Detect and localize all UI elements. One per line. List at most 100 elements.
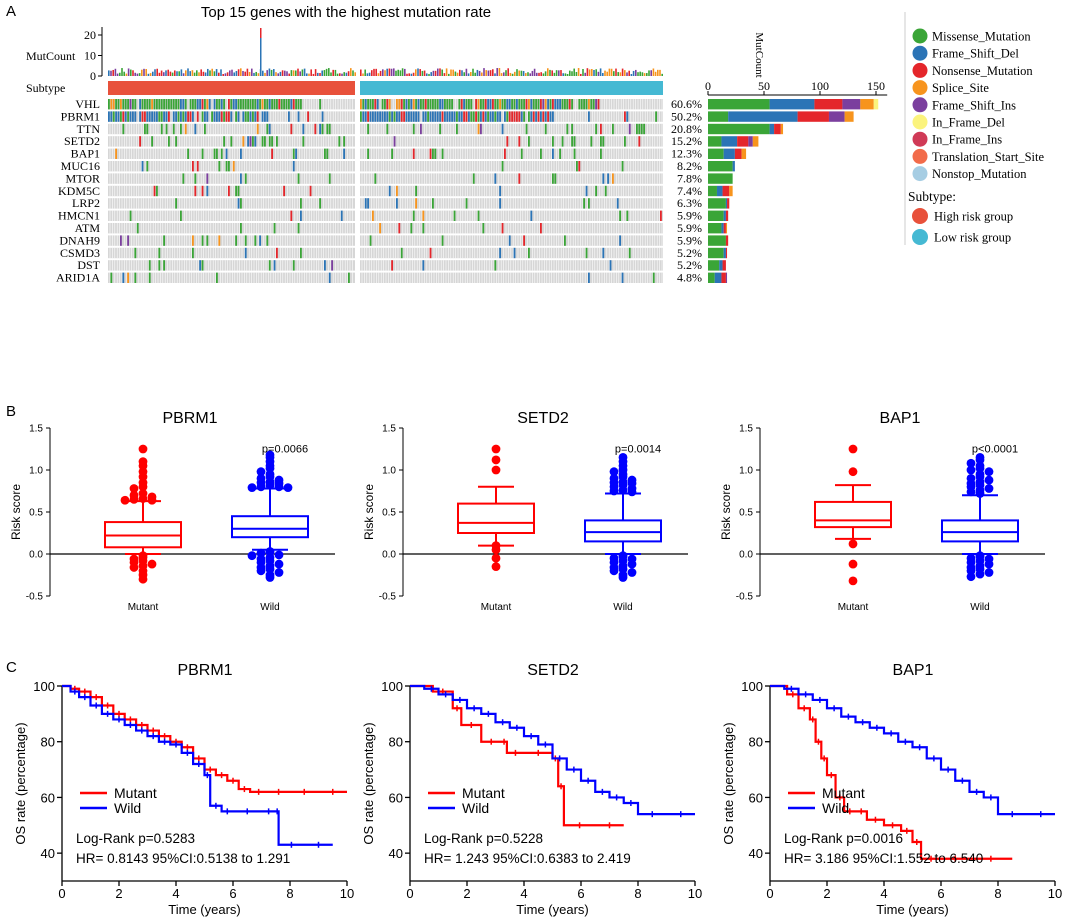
sample-mutcount-bar	[472, 68, 474, 76]
cell-separator	[443, 223, 444, 234]
mutation-cell	[460, 99, 463, 110]
cell-separator	[229, 148, 231, 159]
cell-separator	[541, 123, 543, 135]
cell-separator	[256, 161, 257, 172]
cell-separator	[234, 185, 236, 197]
cell-separator	[649, 272, 651, 283]
mutation-cell	[177, 99, 180, 110]
sample-mutcount-bar	[529, 73, 531, 76]
cell-separator	[332, 210, 334, 221]
cell-separator	[613, 148, 615, 159]
cell-separator	[308, 210, 310, 221]
sample-mutcount-bar	[652, 68, 655, 76]
cell-separator	[656, 260, 658, 271]
cell-separator	[520, 123, 521, 135]
cell-separator	[412, 260, 413, 271]
sample-mutcount-bar	[178, 71, 180, 76]
cell-separator	[488, 198, 490, 209]
cell-separator	[601, 185, 603, 197]
cell-separator	[169, 223, 171, 234]
cell-separator	[546, 235, 548, 246]
mutation-cell	[204, 111, 206, 122]
cell-separator	[220, 223, 221, 234]
cell-separator	[498, 148, 500, 159]
mutation-cell	[427, 111, 429, 122]
mutation-cell	[528, 247, 530, 259]
cell-separator	[277, 161, 279, 172]
sample-mutcount-bar	[494, 73, 496, 76]
cell-separator	[116, 223, 118, 234]
mutation-cell	[441, 111, 444, 122]
cell-separator	[520, 272, 521, 283]
cell-separator	[616, 136, 617, 147]
cell-separator	[606, 260, 608, 271]
cell-separator	[419, 185, 420, 197]
cell-separator	[263, 260, 264, 271]
mutation-cell	[470, 111, 473, 122]
mutation-cell	[201, 99, 204, 110]
mutation-cell	[184, 99, 187, 110]
mutation-cell	[160, 99, 163, 110]
cell-separator	[172, 148, 173, 159]
cell-separator	[503, 198, 504, 209]
sample-mutcount-bar	[207, 68, 209, 76]
cell-separator	[212, 136, 214, 147]
cell-separator	[496, 185, 497, 197]
cell-separator	[536, 161, 538, 172]
cell-separator	[433, 235, 435, 246]
cell-separator	[496, 148, 497, 159]
matrix-row-background	[108, 198, 355, 209]
sample-mutcount-bar	[125, 73, 128, 76]
cell-separator	[152, 161, 154, 172]
cell-separator	[587, 260, 588, 271]
cell-separator	[313, 247, 315, 259]
cell-separator	[114, 272, 116, 283]
cell-separator	[328, 99, 329, 110]
cell-separator	[599, 272, 600, 283]
mutation-cell	[535, 111, 537, 122]
cell-separator	[421, 173, 423, 184]
cell-separator	[380, 247, 382, 259]
outlier-point	[984, 568, 994, 577]
cell-separator	[604, 161, 605, 172]
cell-separator	[532, 247, 533, 259]
mutation-cell	[638, 136, 641, 147]
cell-separator	[191, 123, 192, 135]
mutation-cell	[444, 111, 446, 122]
cell-separator	[320, 161, 322, 172]
mutation-cell	[398, 111, 401, 122]
cell-separator	[438, 148, 440, 159]
cell-separator	[364, 223, 365, 234]
cell-separator	[452, 136, 454, 147]
cell-separator	[232, 173, 233, 184]
cell-separator	[448, 185, 449, 197]
cell-separator	[318, 111, 320, 122]
cell-separator	[244, 210, 245, 221]
cell-separator	[313, 161, 315, 172]
mutation-cell	[422, 111, 425, 122]
mutation-cell	[619, 235, 621, 246]
cell-separator	[589, 173, 591, 184]
cell-separator	[654, 247, 656, 259]
cell-separator	[330, 99, 332, 110]
sample-mutcount-bar	[377, 73, 380, 76]
mutation-cell	[192, 235, 194, 246]
mutation-cell	[129, 111, 132, 122]
cell-separator	[347, 136, 348, 147]
mutation-cell	[194, 173, 197, 184]
cell-separator	[167, 136, 168, 147]
cell-separator	[599, 148, 600, 159]
cell-separator	[371, 223, 372, 234]
cell-separator	[385, 247, 387, 259]
cell-separator	[224, 161, 226, 172]
sample-mutcount-bar	[536, 72, 538, 76]
side-count-segment	[769, 99, 815, 110]
cell-separator	[661, 223, 663, 234]
gene-label: HMCN1	[58, 209, 100, 223]
mutation-cell	[273, 223, 276, 234]
cell-separator	[560, 272, 562, 283]
cell-separator	[272, 123, 274, 135]
sample-mutcount-bar	[224, 73, 227, 76]
cell-separator	[433, 260, 435, 271]
cell-separator	[236, 198, 238, 209]
